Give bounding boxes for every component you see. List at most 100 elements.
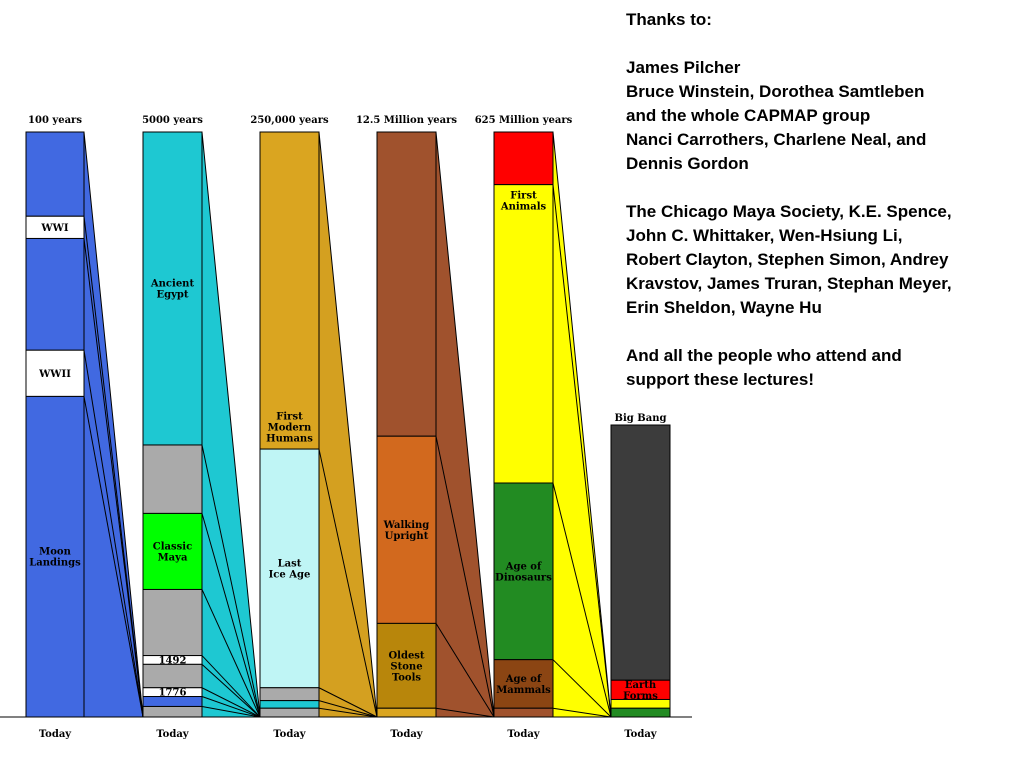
column-today-label: Today — [39, 729, 72, 740]
era-segment — [610, 707, 671, 718]
credits-line: James Pilcher — [626, 58, 741, 77]
column-today-label: Today — [273, 729, 306, 740]
timeline-column: Walking Upright Oldest Stone Tools 12.5 Milli… — [356, 115, 495, 740]
timeline-column: First Modern Humans Last Ice Age 250,000 year… — [250, 115, 378, 740]
funnel-line — [552, 184, 612, 718]
credits-line: John C. Whittaker, Wen-Hsiung Li, — [626, 226, 903, 245]
credits-line: and the whole CAPMAP group — [626, 106, 871, 125]
funnel-wedge-outline — [318, 131, 378, 718]
timeline-diagram: WWI WWII Moon Landings 100 years Today Ancient… — [0, 115, 692, 740]
funnel-line — [83, 238, 144, 718]
credits-line: Nanci Carrothers, Charlene Neal, and — [626, 130, 927, 149]
timeline-column: Ancient Egypt Classic Maya 1492 1776 5000 year… — [142, 115, 261, 740]
funnel-line — [83, 396, 144, 718]
era-segment — [142, 131, 203, 446]
credits-paragraph-1: James Pilcher Bruce Winstein, Dorothea S… — [626, 56, 1018, 176]
column-span-label: 100 years — [28, 115, 82, 126]
column-today-label: Today — [156, 729, 189, 740]
era-segment — [493, 131, 554, 186]
timeline-column: First Animals Age of Dinosaurs Age of Mammals… — [475, 115, 612, 740]
funnel-line — [201, 655, 261, 718]
era-label: WWI — [40, 223, 68, 234]
funnel-line — [318, 707, 378, 718]
column-span-label: 625 Million years — [475, 115, 573, 126]
funnel-line — [552, 707, 612, 718]
funnel-line — [201, 705, 261, 718]
era-segment — [25, 349, 85, 397]
funnel-line — [435, 707, 495, 718]
funnel-line — [435, 623, 495, 718]
era-segment — [259, 687, 320, 702]
funnel-line — [435, 436, 495, 718]
era-segment — [25, 395, 85, 718]
era-label: Age of Mammals — [496, 674, 551, 696]
credits-line: Kravstov, James Truran, Stephan Meyer, — [626, 274, 952, 293]
credits-line: Erin Sheldon, Wayne Hu — [626, 298, 822, 317]
era-label: First Modern Humans — [266, 412, 313, 445]
era-segment — [259, 707, 320, 718]
era-segment — [376, 707, 437, 718]
credits-line: And all the people who attend and — [626, 346, 902, 365]
column-span-label: Big Bang — [615, 413, 667, 424]
era-label: 1776 — [159, 688, 187, 699]
funnel-line — [318, 700, 378, 718]
funnel-line — [201, 687, 261, 718]
era-label: First Animals — [500, 191, 547, 213]
era-segment — [142, 588, 203, 657]
era-segment — [25, 131, 85, 217]
timeline-column: Earth Forms Big Bang Today — [610, 413, 671, 740]
credits-line: Bruce Winstein, Dorothea Samtleben — [626, 82, 925, 101]
era-segment — [142, 705, 203, 718]
credits-line: The Chicago Maya Society, K.E. Spence, — [626, 202, 952, 221]
funnel-wedge-outline — [435, 131, 495, 718]
era-segment — [376, 622, 437, 709]
era-segment — [493, 482, 554, 661]
funnel-line — [201, 513, 261, 718]
funnel-wedge-outline — [201, 131, 261, 718]
era-segment — [493, 707, 554, 718]
funnel-line — [552, 482, 612, 718]
era-segment — [259, 700, 320, 709]
column-span-label: 12.5 Million years — [356, 115, 457, 126]
era-label: Moon Landings — [29, 547, 81, 569]
funnel-line — [83, 350, 144, 718]
era-segment — [25, 237, 85, 351]
funnel-line — [552, 659, 612, 718]
funnel-line — [318, 687, 378, 718]
column-today-label: Today — [507, 729, 540, 740]
era-label: Earth Forms — [623, 680, 658, 702]
column-today-label: Today — [624, 729, 657, 740]
credits-line: Dennis Gordon — [626, 154, 749, 173]
era-segment — [142, 663, 203, 689]
funnel-line — [201, 696, 261, 718]
era-label: Ancient Egypt — [150, 278, 195, 300]
era-label: Walking Upright — [383, 520, 430, 542]
era-segment — [142, 512, 203, 590]
era-label: Age of Dinosaurs — [495, 561, 552, 583]
funnel-line — [201, 444, 261, 718]
column-span-label: 5000 years — [142, 115, 203, 126]
era-segment — [493, 184, 554, 484]
credits-heading: Thanks to: — [626, 10, 712, 29]
credits-panel: Thanks to: James Pilcher Bruce Winstein,… — [626, 8, 1018, 416]
era-label: 1492 — [159, 655, 187, 666]
era-segment — [259, 448, 320, 689]
credits-line: Robert Clayton, Stephen Simon, Andrey — [626, 250, 949, 269]
column-span-label: 250,000 years — [250, 115, 329, 126]
era-label: Last Ice Age — [269, 558, 311, 580]
funnel-line — [201, 589, 261, 718]
credits-line: support these lectures! — [626, 370, 814, 389]
funnel-wedge-outline — [552, 131, 612, 718]
era-segment — [259, 131, 320, 450]
era-segment — [610, 424, 671, 681]
era-segment — [493, 659, 554, 709]
era-segment — [376, 131, 437, 437]
funnel-wedge-outline — [83, 131, 144, 718]
credits-paragraph-3: And all the people who attend and suppor… — [626, 344, 1018, 392]
era-segment — [142, 444, 203, 514]
column-today-label: Today — [390, 729, 423, 740]
timeline-column: WWI WWII Moon Landings 100 years Today — [25, 115, 144, 740]
era-segment — [376, 435, 437, 624]
era-label: Oldest Stone Tools — [388, 650, 424, 683]
era-label: WWII — [38, 369, 71, 380]
